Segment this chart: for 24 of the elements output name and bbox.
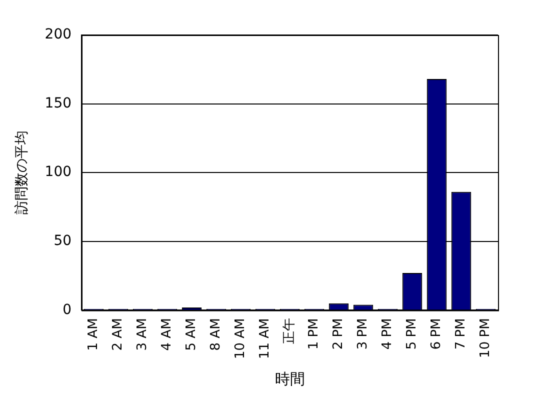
x-tick-label: 3 AM — [135, 318, 150, 351]
x-tick-label: 1 PM — [306, 318, 322, 350]
x-tick-label: 7 PM — [454, 318, 469, 350]
x-tick-label: 4 AM — [160, 318, 175, 351]
x-tick-label: 5 AM — [184, 318, 200, 351]
x-tick-label: 11 AM — [258, 318, 273, 360]
x-tick-label: 2 AM — [110, 318, 126, 351]
x-tick-label: 3 PM — [356, 318, 371, 350]
x-tick-label: 10 AM — [233, 318, 248, 360]
x-tick-label: 正午 — [282, 318, 298, 344]
x-tick-label: 8 AM — [208, 318, 224, 351]
y-tick-label: 200 — [44, 26, 72, 43]
y-tick-label: 50 — [54, 233, 72, 250]
y-tick-label: 0 — [62, 302, 72, 318]
x-tick-label: 2 PM — [331, 318, 346, 350]
x-tick-label: 4 PM — [380, 318, 396, 350]
x-tick-label: 6 PM — [429, 318, 444, 350]
x-axis-title: 時間 — [274, 370, 305, 388]
y-tick-label: 150 — [44, 95, 72, 112]
x-tick-label: 5 PM — [404, 318, 420, 350]
x-tick-label: 10 PM — [478, 318, 494, 358]
x-tick-label: 1 AM — [86, 318, 102, 351]
y-tick-label: 100 — [44, 164, 72, 180]
y-axis-title: 訪問数の平均 — [14, 130, 30, 215]
